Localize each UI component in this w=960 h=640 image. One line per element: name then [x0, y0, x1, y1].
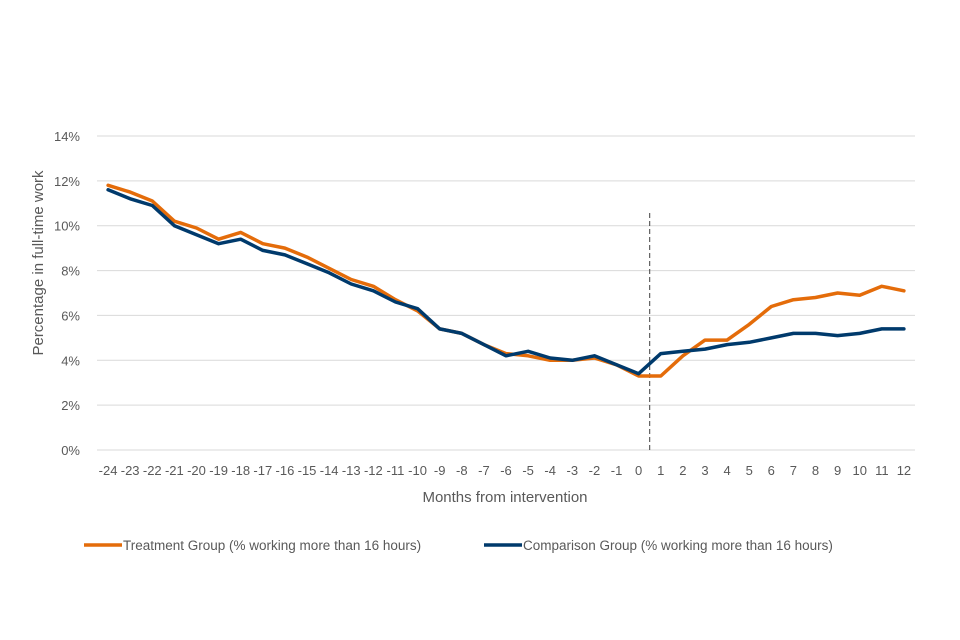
- x-tick-label: -21: [165, 463, 184, 478]
- legend: Treatment Group (% working more than 16 …: [84, 538, 833, 553]
- legend-label-treatment: Treatment Group (% working more than 16 …: [123, 538, 421, 553]
- y-tick-label: 4%: [61, 353, 80, 368]
- y-tick-label: 6%: [61, 308, 80, 323]
- x-tick-label: -15: [298, 463, 317, 478]
- x-tick-label: -17: [253, 463, 272, 478]
- x-tick-label: -11: [387, 463, 405, 478]
- y-tick-label: 8%: [61, 264, 80, 279]
- x-axis-title: Months from intervention: [422, 489, 587, 506]
- series-lines: [106, 183, 906, 378]
- gridlines: [97, 135, 915, 451]
- x-tick-label: 10: [852, 463, 866, 478]
- y-tick-label: 0%: [61, 443, 80, 458]
- x-axis-ticks: -24 -23 -22 -21 -20 -19 -18 -17 -16 -15 -14 -13 -12-…: [99, 463, 912, 478]
- x-tick-label: -18: [231, 463, 250, 478]
- x-tick-label: 8: [812, 463, 819, 478]
- y-tick-label: 12%: [54, 174, 80, 189]
- x-tick-label: 7: [790, 463, 797, 478]
- x-tick-label: -9: [434, 463, 446, 478]
- x-tick-label: -19: [209, 463, 228, 478]
- x-tick-label: -23: [121, 463, 140, 478]
- x-tick-label: 6: [768, 463, 775, 478]
- x-tick-label: 3: [701, 463, 708, 478]
- x-tick-label: -16: [276, 463, 295, 478]
- x-tick-label: 5: [746, 463, 753, 478]
- x-tick-label: 12: [897, 463, 911, 478]
- series-line-comparison: [106, 188, 906, 376]
- y-axis-title: Percentage in full-time work: [30, 170, 47, 356]
- y-tick-label: 2%: [61, 398, 80, 413]
- legend-item-comparison: Comparison Group (% working more than 16…: [484, 538, 833, 553]
- x-tick-label: -12: [364, 463, 383, 478]
- x-tick-label: -20: [187, 463, 206, 478]
- x-tick-label: -5: [522, 463, 534, 478]
- x-tick-label: 1: [657, 463, 664, 478]
- x-tick-label: -4: [544, 463, 556, 478]
- y-tick-label: 14%: [54, 129, 80, 144]
- x-tick-label: 4: [723, 463, 730, 478]
- y-axis-ticks: 0% 2% 4% 6% 8% 10% 12% 14%: [54, 129, 80, 458]
- x-tick-label: -14: [320, 463, 339, 478]
- x-tick-label: -13: [342, 463, 361, 478]
- x-tick-label: 2: [679, 463, 686, 478]
- x-tick-label: 9: [834, 463, 841, 478]
- legend-label-comparison: Comparison Group (% working more than 16…: [523, 538, 833, 553]
- x-tick-label: -24: [99, 463, 118, 478]
- x-tick-label: -1: [611, 463, 623, 478]
- x-tick-label: -6: [500, 463, 512, 478]
- x-tick-label: -10: [408, 463, 427, 478]
- x-tick-label: -2: [589, 463, 601, 478]
- legend-item-treatment: Treatment Group (% working more than 16 …: [84, 538, 421, 553]
- x-tick-label: -22: [143, 463, 162, 478]
- series-line-treatment: [106, 183, 906, 378]
- x-tick-label: -3: [567, 463, 579, 478]
- x-tick-label: -8: [456, 463, 468, 478]
- x-tick-label: -7: [478, 463, 490, 478]
- x-tick-label: 11: [875, 463, 889, 478]
- x-tick-label: 0: [635, 463, 642, 478]
- y-tick-label: 10%: [54, 219, 80, 234]
